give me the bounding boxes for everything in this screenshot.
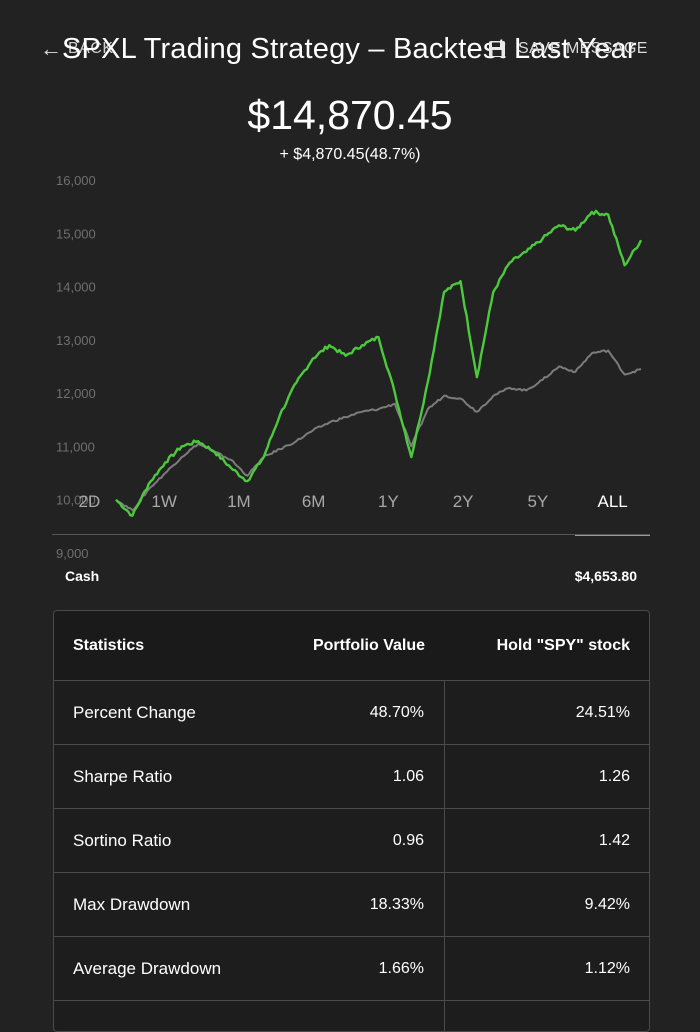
range-tab-2y[interactable]: 2Y [452,492,474,511]
table-row [54,1001,649,1031]
y-tick-label: 14,000 [56,280,96,295]
header-statistics: Statistics [73,636,145,654]
table-row: Sharpe Ratio 1.06 1.26 [54,745,649,809]
save-message-button[interactable]: SAVE MESSAGE [488,40,648,58]
page-title: SPXL Trading Strategy – Backtest Last Ye… [62,33,637,65]
y-tick-label: 10,000 [56,493,96,508]
cash-label: Cash [65,568,100,584]
range-selector: 2D 1W 1M 6M 1Y 2Y 5Y ALL [52,490,650,536]
performance-chart: 16,000 15,000 14,000 13,000 12,000 11,000 10,0… [56,173,643,561]
arrow-left-icon: ← [40,36,62,61]
benchmark-line [115,349,642,512]
statistics-table: Statistics Portfolio Value Hold "SPY" st… [53,610,650,1032]
stat-name: Sortino Ratio [73,830,172,850]
stat-name: Average Drawdown [73,958,222,978]
range-tab-1m[interactable]: 1M [227,492,251,511]
table-row: Sortino Ratio 0.96 1.42 [54,809,649,873]
table-row: Percent Change 48.70% 24.51% [54,681,649,745]
back-button[interactable]: ← BACK [40,38,114,60]
stat-name: Sharpe Ratio [73,766,173,786]
stat-portfolio: 1.06 [259,745,445,808]
stat-portfolio [259,1001,445,1031]
table-row: Average Drawdown 1.66% 1.12% [54,937,649,1001]
y-tick-label: 13,000 [56,333,96,348]
series-layer [115,209,643,517]
stat-hold: 1.26 [598,767,630,785]
portfolio-change: + $4,870.45(48.7%) [279,146,421,163]
stat-name: Max Drawdown [73,894,191,914]
portfolio-value: $14,870.45 [247,92,453,138]
save-message-label: SAVE MESSAGE [518,40,648,57]
header-hold-spy: Hold "SPY" stock [496,636,630,654]
divider [52,534,650,535]
stat-portfolio: 18.33% [259,873,445,936]
table-row: Max Drawdown 18.33% 9.42% [54,873,649,937]
cash-value: $4,653.80 [574,568,637,584]
y-tick-label: 16,000 [56,173,96,188]
save-icon [489,41,505,57]
range-tab-5y[interactable]: 5Y [527,492,549,511]
stat-hold: 1.42 [598,831,630,849]
range-tab-2d[interactable]: 2D [78,492,101,511]
stat-hold: 1.12% [584,959,630,977]
stat-portfolio: 1.66% [259,937,445,1000]
stat-portfolio: 48.70% [259,681,445,744]
y-tick-label: 15,000 [56,226,96,241]
stat-hold: 9.42% [584,895,630,913]
range-tab-6m[interactable]: 6M [301,492,326,511]
range-tab-1y[interactable]: 1Y [377,492,399,511]
header: ← BACK SPXL Trading Strategy – Backtest … [0,0,700,100]
table-header-row: Statistics Portfolio Value Hold "SPY" st… [54,611,649,681]
stat-name [54,1001,259,1031]
y-axis: 16,000 15,000 14,000 13,000 12,000 11,000 10,0… [56,173,96,561]
y-tick-label: 9,000 [56,546,89,561]
header-portfolio-value: Portfolio Value [312,636,425,654]
range-tab-1w[interactable]: 1W [151,492,177,511]
stat-portfolio: 0.96 [259,809,445,872]
back-label: BACK [68,40,114,57]
strategy-line [115,209,643,517]
y-tick-label: 11,000 [56,439,95,454]
stat-hold: 24.51% [575,703,630,721]
stat-hold [445,1001,649,1031]
y-tick-label: 12,000 [56,386,96,401]
stat-name: Percent Change [73,702,196,722]
range-tab-all[interactable]: ALL [575,490,650,536]
